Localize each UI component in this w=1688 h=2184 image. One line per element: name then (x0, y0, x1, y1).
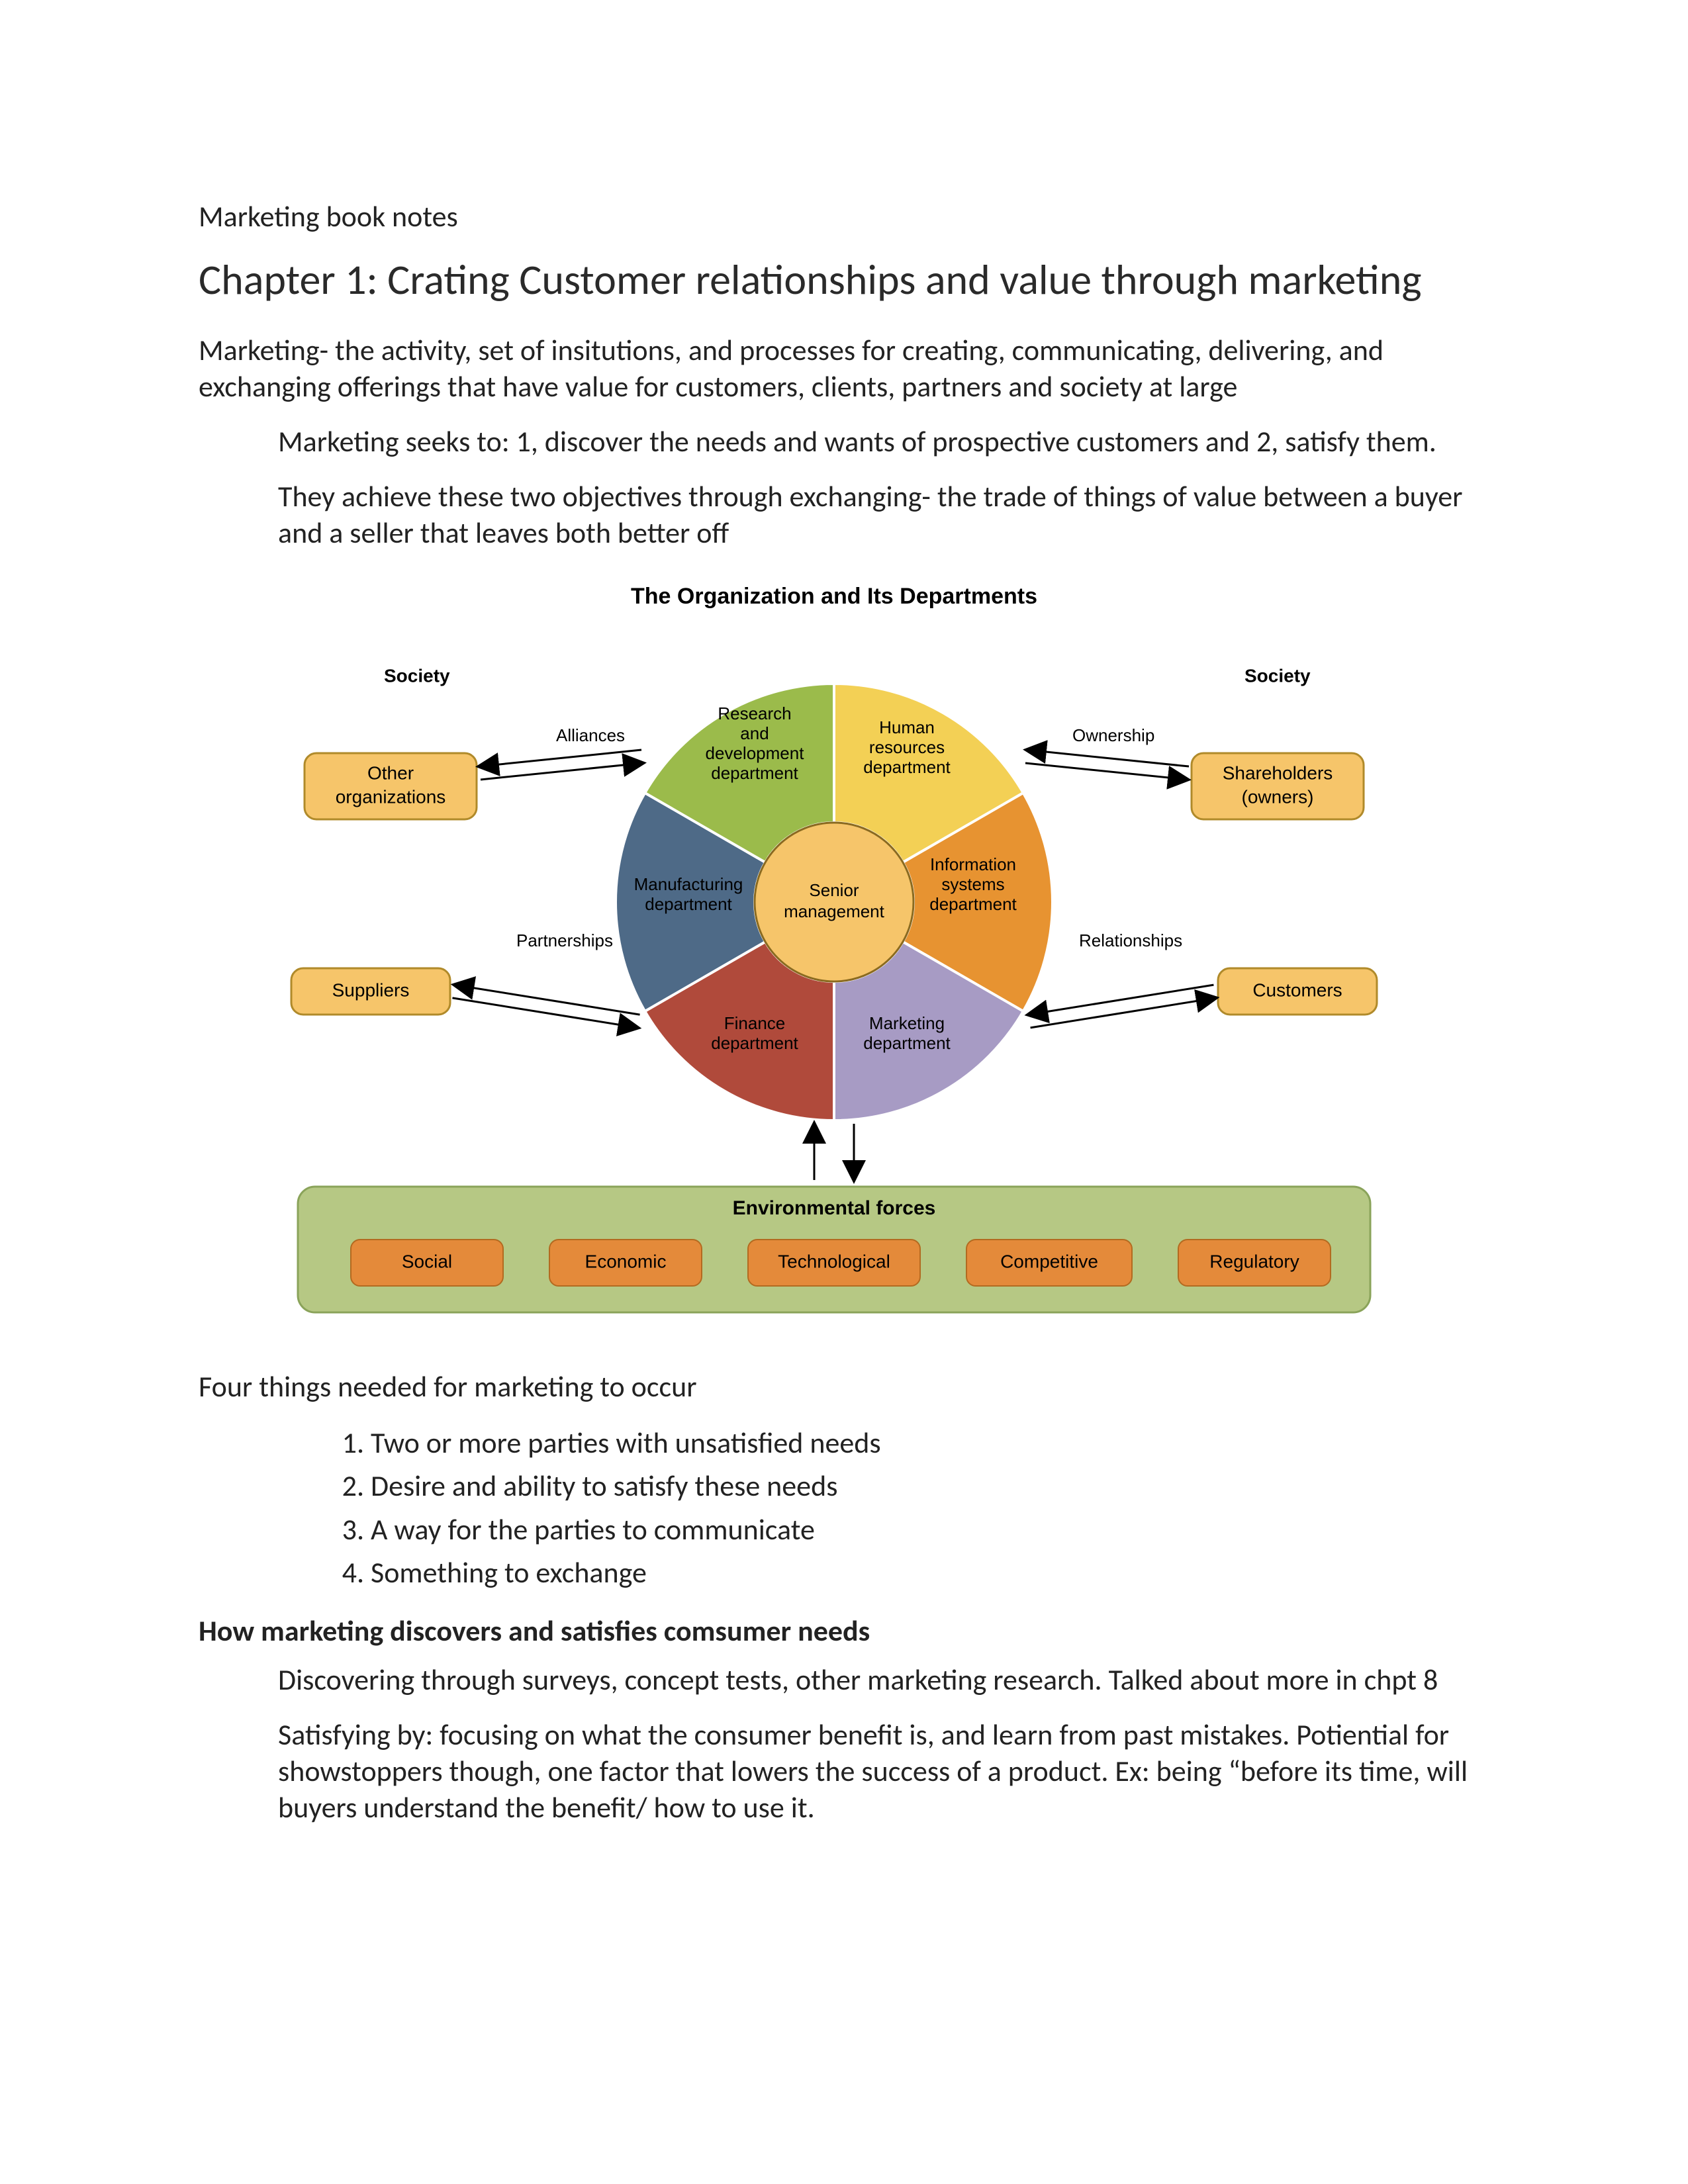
svg-text:Suppliers: Suppliers (332, 979, 410, 1000)
paragraph-definition: Marketing- the activity, set of insituti… (199, 332, 1489, 405)
document-page: Marketing book notes Chapter 1: Crating … (0, 0, 1688, 2184)
svg-text:The Organization and Its Depar: The Organization and Its Departments (631, 584, 1037, 609)
svg-text:Partnerships: Partnerships (516, 931, 613, 950)
svg-text:Technological: Technological (778, 1251, 890, 1271)
svg-text:Manufacturing: Manufacturing (634, 874, 743, 894)
how-heading: How marketing discovers and satisfies co… (199, 1613, 1489, 1649)
svg-text:Society: Society (1244, 665, 1311, 686)
svg-text:department: department (863, 1033, 951, 1053)
svg-text:Marketing: Marketing (869, 1013, 945, 1033)
svg-text:department: department (929, 894, 1017, 914)
svg-text:Senior: Senior (809, 880, 859, 900)
svg-text:Other: Other (367, 762, 414, 783)
svg-text:Competitive: Competitive (1000, 1251, 1098, 1271)
org-diagram: The Organization and Its Departments Soci… (252, 571, 1489, 1342)
svg-text:department: department (711, 763, 798, 783)
svg-text:Research: Research (718, 704, 791, 723)
doc-small-title: Marketing book notes (199, 199, 1489, 234)
svg-text:resources: resources (869, 737, 945, 757)
svg-text:department: department (711, 1033, 798, 1053)
svg-text:Regulatory: Regulatory (1209, 1251, 1299, 1271)
paragraph-exchange: They achieve these two objectives throug… (278, 478, 1489, 551)
svg-text:department: department (645, 894, 732, 914)
svg-text:development: development (706, 743, 805, 763)
list-item: A way for the parties to communicate (371, 1510, 1489, 1549)
svg-text:management: management (784, 901, 885, 921)
svg-text:Ownership: Ownership (1072, 725, 1154, 745)
svg-text:Economic: Economic (585, 1251, 667, 1271)
four-things-intro: Four things needed for marketing to occu… (199, 1369, 1489, 1405)
svg-text:Human: Human (879, 717, 935, 737)
svg-text:Environmental forces: Environmental forces (733, 1197, 936, 1219)
paragraph-discover: Discovering through surveys, concept tes… (278, 1662, 1489, 1698)
list-item: Something to exchange (371, 1553, 1489, 1592)
svg-text:organizations: organizations (336, 786, 446, 807)
four-things-list: Two or more parties with unsatisfied nee… (371, 1424, 1489, 1593)
list-item: Two or more parties with unsatisfied nee… (371, 1424, 1489, 1463)
chapter-title: Chapter 1: Crating Customer relationship… (199, 254, 1489, 306)
svg-text:Social: Social (402, 1251, 452, 1271)
svg-text:Finance: Finance (724, 1013, 786, 1033)
list-item: Desire and ability to satisfy these need… (371, 1467, 1489, 1506)
svg-text:Information: Information (930, 854, 1016, 874)
svg-text:Relationships: Relationships (1079, 931, 1182, 950)
svg-text:Alliances: Alliances (556, 725, 625, 745)
svg-text:Shareholders: Shareholders (1223, 762, 1333, 783)
paragraph-seeks: Marketing seeks to: 1, discover the need… (278, 424, 1489, 460)
svg-text:Society: Society (384, 665, 450, 686)
svg-text:systems: systems (941, 874, 1004, 894)
svg-text:and: and (740, 723, 769, 743)
svg-text:Customers: Customers (1252, 979, 1342, 1000)
svg-text:department: department (863, 757, 951, 777)
paragraph-satisfy: Satisfying by: focusing on what the cons… (278, 1717, 1489, 1826)
svg-text:(owners): (owners) (1242, 786, 1314, 807)
org-diagram-svg: The Organization and Its Departments Soci… (252, 571, 1417, 1339)
